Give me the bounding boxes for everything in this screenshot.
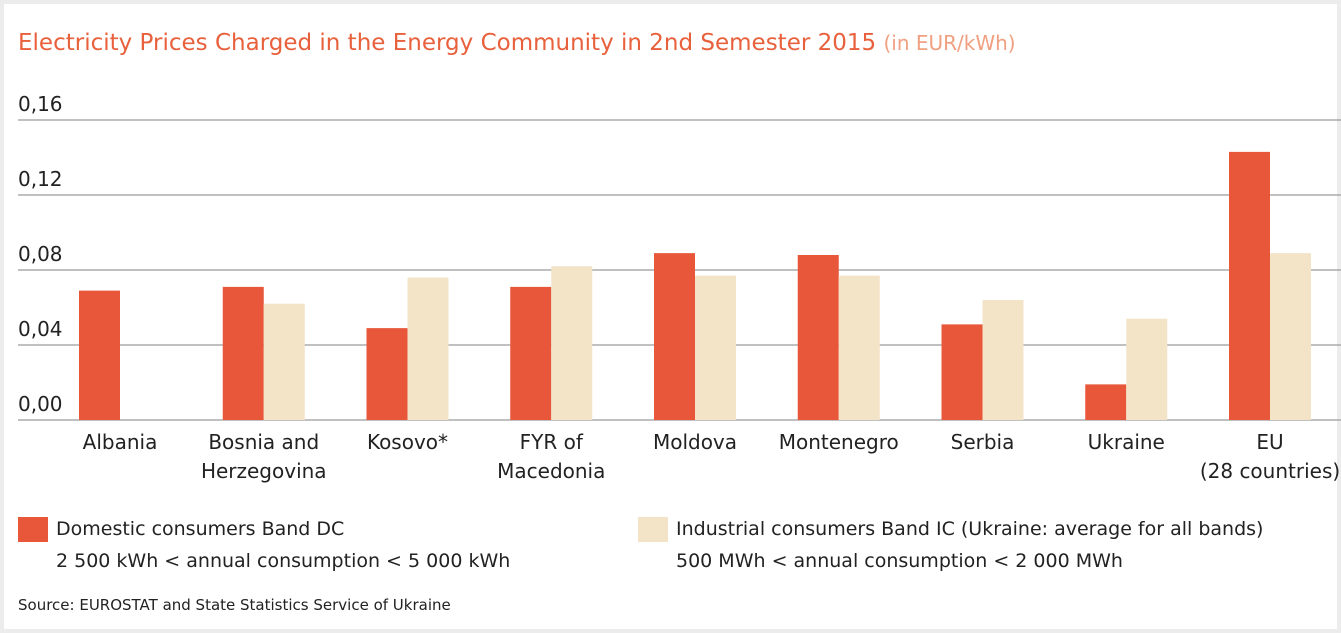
chart-title: Electricity Prices Charged in the Energy… — [18, 30, 1016, 56]
bar — [654, 253, 695, 420]
bar — [1270, 253, 1311, 420]
bar — [1126, 318, 1168, 420]
legend-swatch — [18, 517, 48, 542]
bar — [263, 303, 305, 420]
bar — [797, 255, 839, 420]
legend-note: 500 MWh < annual consumption < 2 000 MWh — [676, 550, 1123, 572]
bar — [838, 275, 880, 420]
y-tick-label: 0,16 — [18, 92, 63, 116]
y-tick-label: 0,12 — [18, 167, 63, 191]
bar — [79, 290, 120, 420]
bar — [982, 300, 1024, 420]
bar — [551, 266, 593, 420]
legend-swatch — [638, 517, 668, 542]
x-tick-label: Serbia — [950, 430, 1015, 454]
y-tick-label: 0,00 — [18, 392, 63, 416]
x-tick-label: Albania — [82, 430, 158, 454]
x-tick-label: Moldova — [652, 430, 738, 454]
source: Source: EUROSTAT and State Statistics Se… — [18, 596, 451, 614]
bar — [941, 324, 983, 420]
y-tick-label: 0,08 — [18, 242, 63, 266]
x-tick-label: Ukraine — [1087, 430, 1165, 454]
legend-label: Industrial consumers Band IC (Ukraine: a… — [676, 518, 1264, 540]
bar — [366, 328, 408, 420]
bar — [222, 286, 264, 420]
subtitle: (in EUR/kWh) — [883, 31, 1016, 55]
bar — [1085, 384, 1127, 420]
bar — [407, 277, 449, 420]
bar — [510, 286, 552, 420]
legend-note: 2 500 kWh < annual consumption < 5 000 k… — [56, 550, 511, 572]
x-tick-label: Montenegro — [778, 430, 899, 454]
y-tick-label: 0,04 — [18, 317, 63, 341]
bar — [695, 275, 736, 420]
x-tick-label: EU (28 countries) — [1199, 430, 1341, 483]
bar — [1229, 151, 1270, 420]
title-text: Electricity Prices Charged in the Energy… — [18, 30, 877, 56]
x-tick-label: FYR of Macedonia — [497, 430, 606, 483]
x-tick-label: Bosnia and Herzegovina — [200, 430, 327, 483]
legend-label: Domestic consumers Band DC — [56, 518, 345, 540]
x-tick-label: Kosovo* — [366, 430, 449, 454]
